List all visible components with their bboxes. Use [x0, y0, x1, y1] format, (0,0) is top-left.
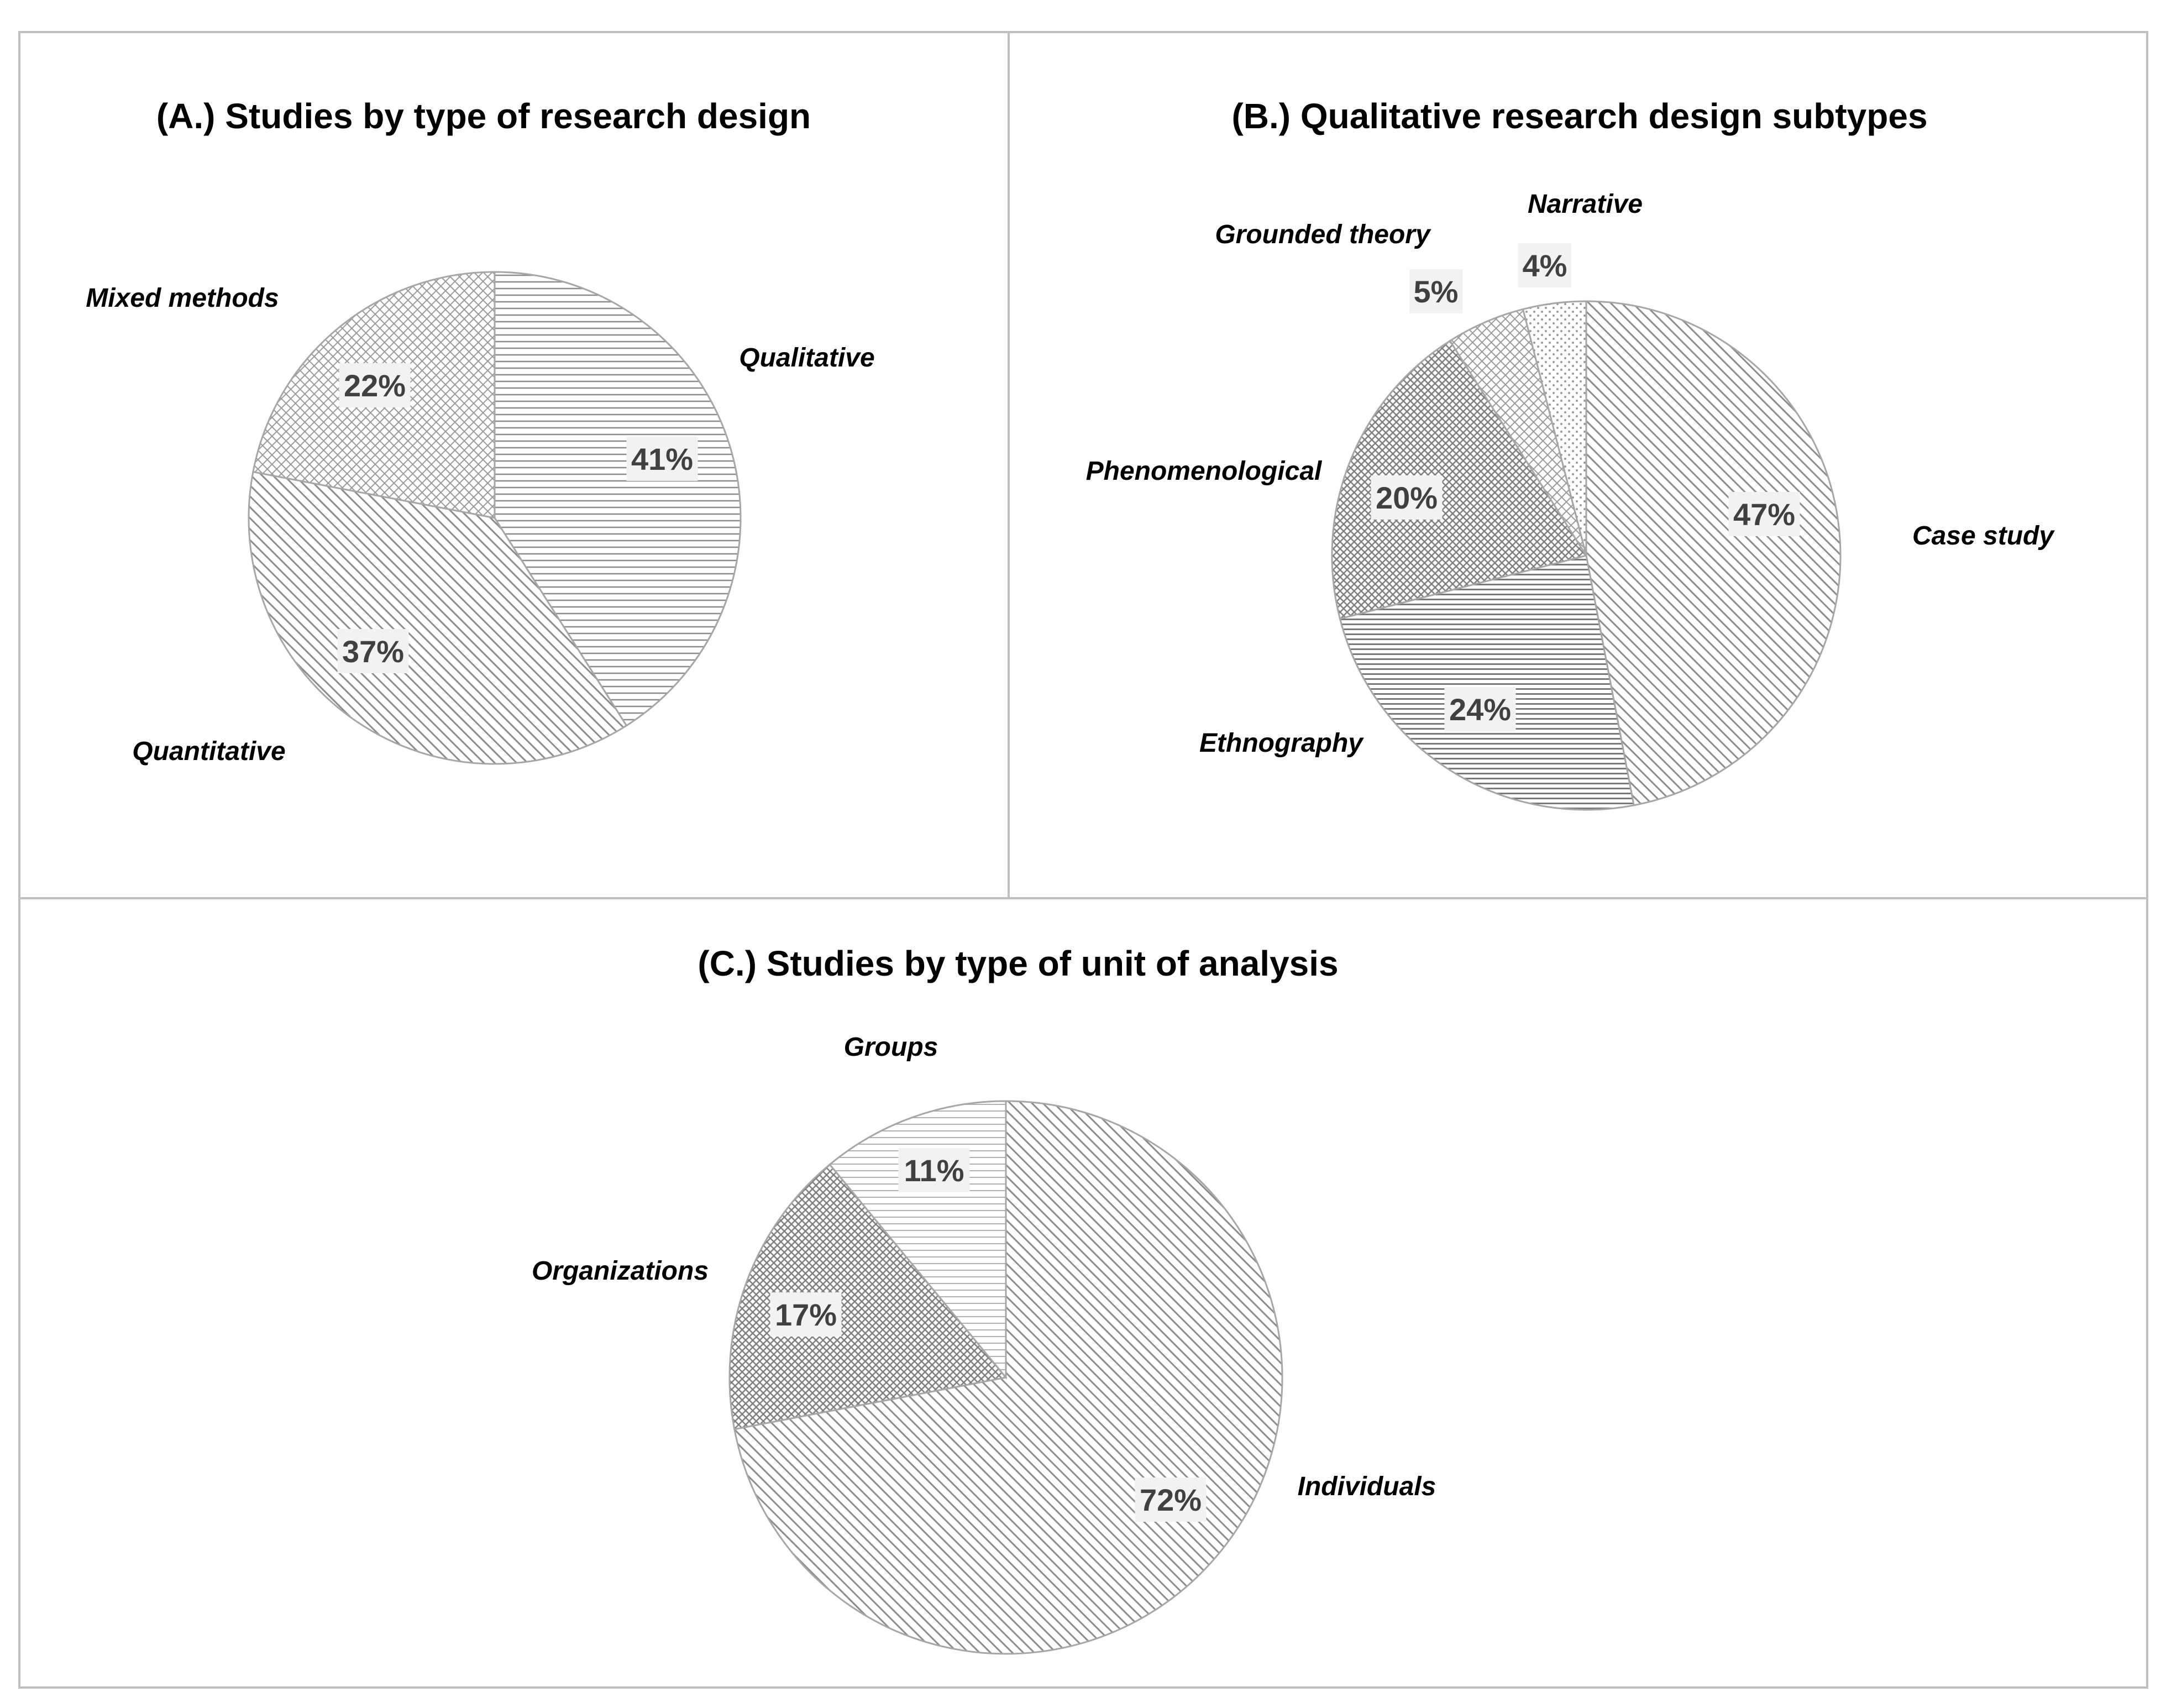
panel-b-title: (B.) Qualitative research design subtype…: [1231, 96, 1927, 136]
panel-c-frame: [18, 897, 2148, 1689]
pie-chart-c: Individuals 72% Organizations 17% Groups 11%: [532, 1033, 1436, 1655]
value-label-bg-qualitative: [626, 437, 698, 481]
category-label-mixed-methods: Mixed methods: [86, 284, 279, 313]
pie-slice-ethnography: [1339, 554, 1635, 811]
value-label-narrative: 4%: [1523, 248, 1567, 283]
category-label-case-study: Case study: [1912, 521, 2055, 551]
panel-a-title: (A.) Studies by type of research design: [156, 96, 811, 136]
category-label-organizations: Organizations: [532, 1256, 709, 1286]
category-label-groups: Groups: [844, 1033, 938, 1062]
value-label-bg-grounded-theory: [1409, 269, 1462, 313]
panel-frames: [18, 31, 2148, 1689]
pie-slice-case-study: [1585, 300, 1842, 806]
value-label-quantitative: 37%: [342, 634, 404, 669]
value-label-bg-case-study: [1728, 492, 1800, 536]
value-label-individuals: 72%: [1140, 1482, 1202, 1517]
value-label-bg-narrative: [1518, 243, 1571, 287]
value-label-phenomenological: 20%: [1376, 480, 1438, 515]
value-label-ethnography: 24%: [1449, 692, 1511, 727]
category-label-narrative: Narrative: [1528, 190, 1643, 219]
value-label-bg-quantitative: [337, 629, 409, 673]
pie-slice-organizations: [728, 1163, 1008, 1431]
value-label-bg-ethnography: [1444, 687, 1516, 731]
value-label-organizations: 17%: [775, 1297, 837, 1332]
pie-slice-phenomenological: [1331, 339, 1588, 620]
category-label-qualitative: Qualitative: [739, 343, 874, 373]
value-label-qualitative: 41%: [631, 442, 693, 476]
value-label-case-study: 47%: [1733, 497, 1795, 532]
value-label-grounded-theory: 5%: [1414, 274, 1459, 309]
value-label-groups: 11%: [904, 1153, 964, 1188]
pie-slice-grounded-theory: [1449, 308, 1587, 556]
category-label-individuals: Individuals: [1298, 1472, 1436, 1501]
pie-chart-a: Qualitative 41% Quantitative 37% Mixed metho…: [86, 271, 875, 766]
pie-chart-b: Case study 47% Ethnography 24% Phenomenologi…: [1086, 190, 2055, 811]
pie-slice-qualitative: [494, 271, 742, 727]
value-label-bg-organizations: [770, 1292, 842, 1337]
panel-c-title: (C.) Studies by type of unit of analysis: [697, 944, 1338, 983]
category-label-phenomenological: Phenomenological: [1086, 457, 1323, 486]
value-label-bg-individuals: [1135, 1478, 1207, 1522]
value-label-mixed-methods: 22%: [344, 368, 406, 403]
category-label-ethnography: Ethnography: [1199, 729, 1364, 758]
pie-slice-narrative: [1522, 300, 1587, 556]
value-label-bg-groups: [898, 1148, 970, 1192]
value-label-bg-mixed-methods: [339, 363, 411, 407]
category-label-quantitative: Quantitative: [132, 737, 285, 766]
pie-slice-quantitative: [248, 470, 628, 765]
category-label-grounded-theory: Grounded theory: [1215, 220, 1431, 249]
value-label-bg-phenomenological: [1371, 475, 1443, 520]
